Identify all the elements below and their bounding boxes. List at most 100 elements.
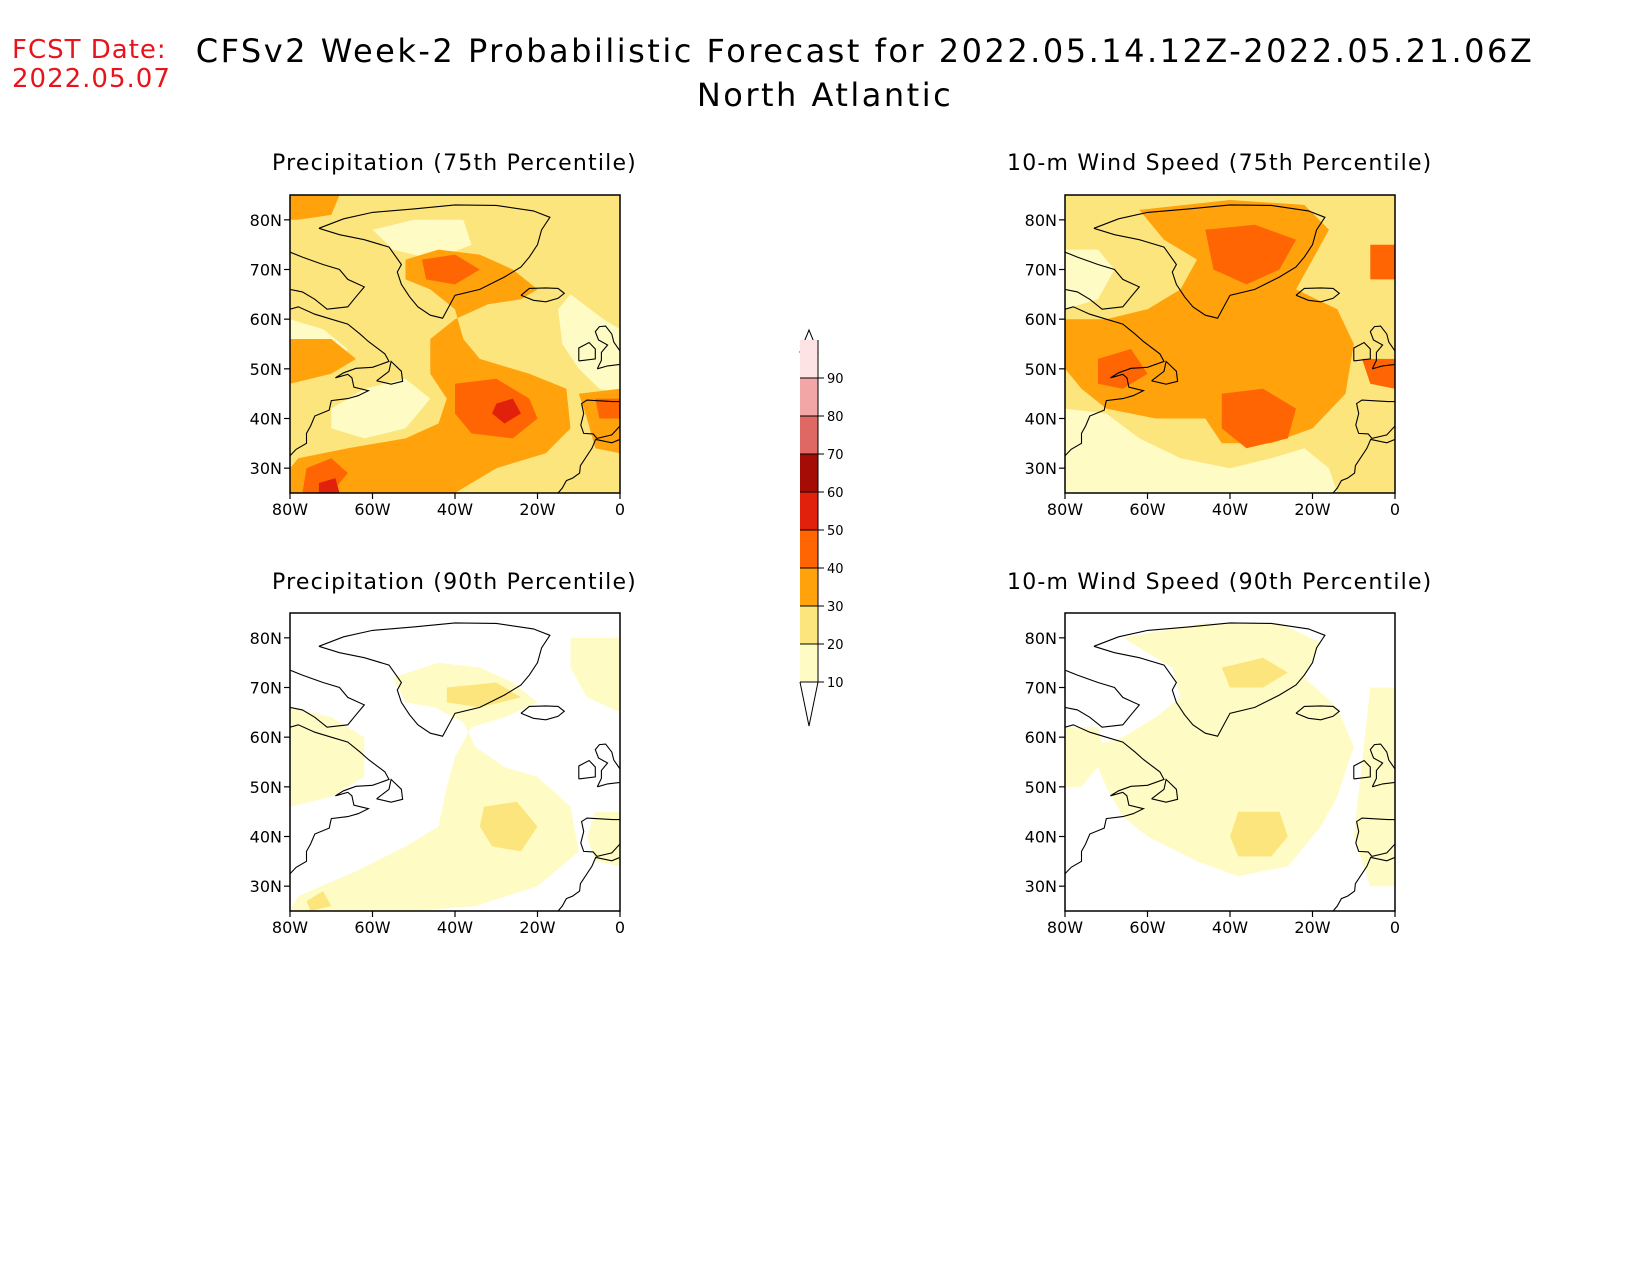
lat-tick-label: 60N xyxy=(1025,728,1057,747)
colorbar-label: 20 xyxy=(827,638,844,653)
probability-shading xyxy=(1065,613,1395,911)
prob-region-w90-4 xyxy=(1221,657,1288,688)
coastline-2 xyxy=(290,306,390,457)
colorbar-label: 50 xyxy=(827,524,844,539)
prob-region-w75-1 xyxy=(1065,249,1115,310)
colorbar-label: 60 xyxy=(827,486,844,501)
probability-shading xyxy=(290,195,620,493)
lat-tick-label: 40N xyxy=(250,410,282,429)
prob-region-w90-2 xyxy=(1353,687,1395,887)
coastline-6 xyxy=(1353,341,1371,362)
prob-region-p75-7 xyxy=(290,195,340,220)
colorbar-swatch xyxy=(800,378,818,416)
prob-region-p75-6 xyxy=(290,339,356,384)
prob-region-p75-10 xyxy=(492,398,521,424)
lon-tick-label: 20W xyxy=(1294,500,1330,519)
colorbar-swatch xyxy=(800,340,818,378)
prob-region-w90-0 xyxy=(1089,622,1354,877)
colorbar-swatch xyxy=(800,568,818,606)
coastline-2 xyxy=(1065,724,1165,875)
lat-tick-label: 80N xyxy=(1025,211,1057,230)
coastline-0 xyxy=(318,622,551,737)
coastline-7 xyxy=(1355,399,1395,440)
probability-shading xyxy=(290,613,620,911)
lat-tick-label: 50N xyxy=(250,360,282,379)
lon-tick-label: 40W xyxy=(437,918,473,937)
coastline-2 xyxy=(1065,306,1165,457)
coastline-5 xyxy=(594,325,620,370)
prob-region-p90-0 xyxy=(290,662,579,911)
coastline-8 xyxy=(557,856,620,911)
lon-tick-label: 80W xyxy=(272,500,308,519)
coastline-5 xyxy=(1369,743,1395,788)
lon-tick-label: 20W xyxy=(519,918,555,937)
coastline-4 xyxy=(1295,705,1341,721)
coastline-3 xyxy=(376,360,404,385)
lon-tick-label: 60W xyxy=(1129,500,1165,519)
probability-shading xyxy=(1065,195,1395,493)
colorbar-swatch xyxy=(800,416,818,454)
panel-title-wind-90: 10-m Wind Speed (90th Percentile) xyxy=(1007,570,1433,595)
coastline-1 xyxy=(290,251,366,310)
colorbar-swatch xyxy=(800,492,818,530)
coastline-3 xyxy=(1151,778,1179,803)
lon-tick-label: 40W xyxy=(1212,918,1248,937)
colorbar-swatch xyxy=(800,606,818,644)
prob-region-p75-11 xyxy=(422,254,480,285)
prob-region-w75-2 xyxy=(1065,408,1338,493)
lat-tick-label: 40N xyxy=(1025,410,1057,429)
lon-tick-label: 40W xyxy=(437,500,473,519)
map-precip-90: 80N 70N 60N 50N 40N 30N 80W 60W 40W 20W 0 xyxy=(250,612,625,937)
prob-region-p75-2 xyxy=(372,219,472,260)
lat-tick-label: 50N xyxy=(250,778,282,797)
coastline-2 xyxy=(290,724,390,875)
page-title: CFSv2 Week-2 Probabilistic Forecast for … xyxy=(195,32,1535,70)
lat-tick-label: 80N xyxy=(1025,629,1057,648)
lon-tick-label: 20W xyxy=(519,500,555,519)
lon-tick-label: 20W xyxy=(1294,918,1330,937)
coastline-5 xyxy=(594,743,620,788)
prob-region-p90-5 xyxy=(446,682,521,708)
coastline-3 xyxy=(376,778,404,803)
lat-tick-label: 70N xyxy=(250,261,282,280)
lat-tick-label: 30N xyxy=(250,877,282,896)
colorbar-label: 80 xyxy=(827,410,844,425)
colorbar-swatch xyxy=(800,454,818,492)
prob-region-p75-1 xyxy=(558,294,620,394)
coastline-0 xyxy=(1093,622,1326,737)
map-precip-75: 80N 70N 60N 50N 40N 30N 80W 60W 40W 20W 0 xyxy=(250,194,625,519)
lon-tick-label: 0 xyxy=(615,918,625,937)
lat-tick-label: 80N xyxy=(250,629,282,648)
lat-tick-label: 30N xyxy=(1025,459,1057,478)
colorbar-label: 40 xyxy=(827,562,844,577)
forecast-date-value: 2022.05.07 xyxy=(12,64,171,94)
lat-tick-label: 30N xyxy=(250,459,282,478)
coastline-7 xyxy=(580,817,620,858)
colorbar-label: 30 xyxy=(827,600,844,615)
coastline-1 xyxy=(290,669,366,728)
lat-tick-label: 70N xyxy=(1025,679,1057,698)
forecast-date-label: FCST Date: xyxy=(12,35,167,65)
lat-tick-label: 80N xyxy=(250,211,282,230)
lon-tick-label: 80W xyxy=(1047,500,1083,519)
lon-tick-label: 60W xyxy=(1129,918,1165,937)
prob-region-p75-14 xyxy=(595,398,620,419)
lon-tick-label: 0 xyxy=(1390,500,1400,519)
coastline-8 xyxy=(557,438,620,493)
coastline-8 xyxy=(1332,856,1395,911)
lon-tick-label: 80W xyxy=(1047,918,1083,937)
prob-region-p90-4 xyxy=(479,801,538,852)
coastline-0 xyxy=(318,204,551,319)
prob-region-w75-5 xyxy=(1221,388,1296,449)
colorbar-swatch xyxy=(800,530,818,568)
coastline-5 xyxy=(1369,325,1395,370)
prob-region-w75-8 xyxy=(1370,244,1395,280)
coastline-7 xyxy=(580,399,620,440)
prob-region-w90-3 xyxy=(1230,811,1288,857)
lon-tick-label: 60W xyxy=(354,918,390,937)
prob-region-p90-1 xyxy=(290,707,365,807)
prob-region-w75-7 xyxy=(1362,358,1395,389)
coastline-6 xyxy=(578,341,596,362)
colorbar: 10 20 30 40 50 60 70 80 90 xyxy=(799,328,844,727)
coastline-0 xyxy=(1093,204,1326,319)
